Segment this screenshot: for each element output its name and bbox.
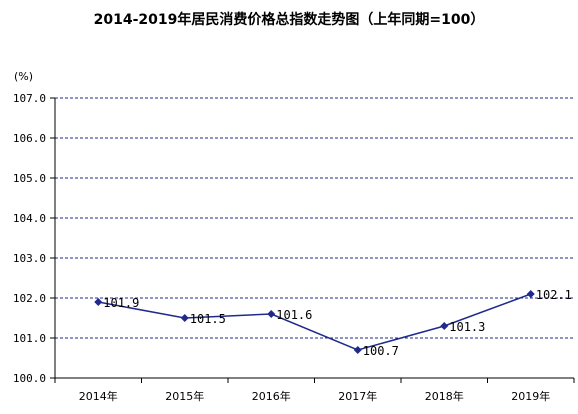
x-tick-label: 2018年 (425, 389, 464, 403)
y-tick-label: 107.0 (13, 92, 46, 105)
data-label: 102.1 (536, 288, 572, 302)
y-tick-label: 101.0 (13, 332, 46, 345)
data-label: 101.9 (103, 296, 139, 310)
x-tick-label: 2019年 (511, 389, 550, 403)
data-label: 100.7 (363, 344, 399, 358)
data-labels: 101.9 101.5 101.6 100.7 101.3 102.1 (103, 288, 572, 358)
y-unit-label: (%) (14, 70, 33, 83)
y-tick-label: 105.0 (13, 172, 46, 185)
series-line (98, 293, 532, 351)
chart-title: 2014-2019年居民消费价格总指数走势图（上年同期=100） (94, 11, 485, 28)
data-point (353, 346, 362, 354)
x-tick-label: 2014年 (79, 389, 118, 403)
data-point (267, 310, 276, 318)
y-tick-labels: 100.0 101.0 102.0 103.0 104.0 105.0 106.0 107.0 (13, 92, 46, 385)
gridlines (55, 97, 574, 339)
y-tick-label: 106.0 (13, 132, 46, 145)
data-label: 101.5 (190, 312, 226, 326)
data-point (440, 322, 449, 330)
data-point (180, 314, 189, 322)
series-layer (94, 290, 535, 354)
data-point (94, 298, 103, 306)
y-tick-label: 102.0 (13, 292, 46, 305)
x-tick-label: 2016年 (252, 389, 291, 403)
data-label: 101.3 (449, 320, 485, 334)
y-tick-label: 103.0 (13, 252, 46, 265)
data-point (526, 290, 535, 298)
x-tick-label: 2015年 (165, 389, 204, 403)
x-tick-label: 2017年 (338, 389, 377, 403)
axes (50, 97, 575, 383)
y-tick-label: 104.0 (13, 212, 46, 225)
y-tick-label: 100.0 (13, 372, 46, 385)
x-tick-labels: 2014年 2015年 2016年 2017年 2018年 2019年 (79, 389, 551, 403)
data-label: 101.6 (276, 308, 312, 322)
